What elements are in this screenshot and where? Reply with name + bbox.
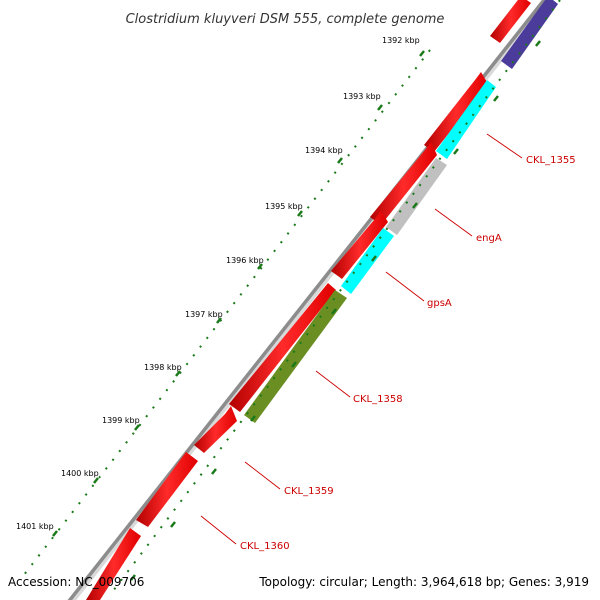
gene-red-ckl1359[interactable]: [194, 406, 237, 453]
gene-purple[interactable]: [501, 0, 558, 69]
outer-major-ticks: [52, 50, 425, 537]
ruler-label: 1397 kbp: [185, 310, 223, 319]
ruler-outer-dots: [19, 49, 431, 581]
label-leaders: [200, 133, 523, 545]
gene-red-ckl1358[interactable]: [229, 283, 336, 412]
gene-red-1[interactable]: [490, 0, 531, 43]
ruler-label: 1394 kbp: [305, 146, 343, 155]
gene-red-ckl1360[interactable]: [136, 452, 198, 527]
ruler-label: 1392 kbp: [382, 36, 420, 45]
gene-cyan-gpsa[interactable]: [341, 228, 394, 294]
gene-label-ckl1360[interactable]: CKL_1360: [240, 541, 290, 552]
ruler-label: 1399 kbp: [102, 416, 140, 425]
gene-grey-enga[interactable]: [386, 158, 447, 235]
gene-red-ckl1355[interactable]: [424, 72, 488, 152]
gene-cyan-ckl1355[interactable]: [436, 80, 496, 159]
ruler-label: 1396 kbp: [226, 256, 264, 265]
gene-label-enga[interactable]: engA: [476, 233, 502, 244]
inner-major-ticks: [130, 40, 541, 581]
gene-label-ckl1358[interactable]: CKL_1358: [353, 394, 403, 405]
accession-text: Accession: NC_009706: [8, 575, 144, 589]
gene-label-ckl1355[interactable]: CKL_1355: [526, 155, 576, 166]
gene-red-enga[interactable]: [370, 142, 437, 225]
gene-green-ckl1358[interactable]: [244, 290, 347, 423]
gene-red-last[interactable]: [86, 528, 141, 600]
gene-label-ckl1359[interactable]: CKL_1359: [284, 486, 334, 497]
topology-text: Topology: circular; Length: 3,964,618 bp…: [258, 575, 589, 589]
ruler-label: 1398 kbp: [144, 363, 182, 372]
map-title: Clostridium kluyveri DSM 555, complete g…: [126, 12, 445, 27]
ruler-label: 1401 kbp: [16, 522, 54, 531]
ruler-label: 1393 kbp: [343, 92, 381, 101]
gene-red-gpsa[interactable]: [331, 211, 388, 279]
ruler-label: 1400 kbp: [61, 469, 99, 478]
gene-label-gpsa[interactable]: gpsA: [427, 298, 452, 309]
ruler-label: 1395 kbp: [265, 202, 303, 211]
